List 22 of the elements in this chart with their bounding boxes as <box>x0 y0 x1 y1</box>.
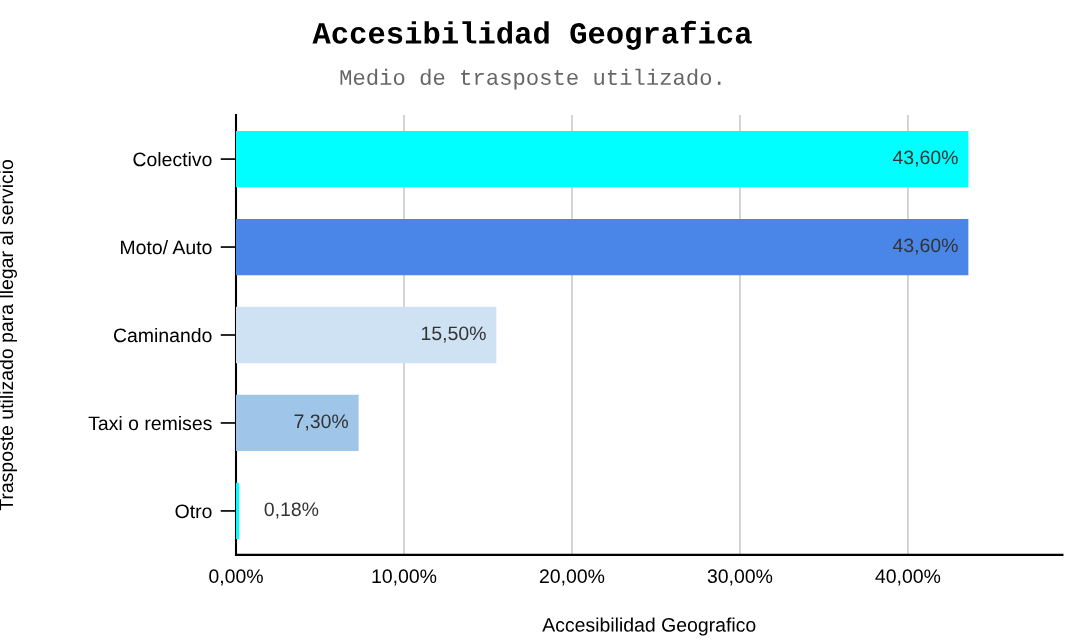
y-tick-label: Taxi o remises <box>88 415 212 431</box>
x-tick-label: 30,00% <box>707 569 773 586</box>
bar <box>236 218 969 276</box>
x-tick-label: 10,00% <box>372 569 437 586</box>
bar <box>236 130 969 188</box>
chart-subtitle: Medio de trasposte utilizado. <box>340 68 721 90</box>
y-tick-label: Otro <box>175 504 212 519</box>
chart-title: Accesibilidad Geografica <box>312 20 752 50</box>
data-label: 43,60% <box>892 238 958 255</box>
x-tick-label: 20,00% <box>539 569 605 586</box>
data-label: 0,18% <box>264 502 319 519</box>
y-tick-label: Moto/ Auto <box>121 240 212 255</box>
data-label: 43,60% <box>892 150 958 167</box>
y-tick-label: Colectivo <box>133 152 212 167</box>
data-label: 7,30% <box>294 414 349 431</box>
bar <box>236 394 359 452</box>
y-tick-label: Caminando <box>113 327 212 343</box>
x-tick-label: 40,00% <box>875 569 941 586</box>
x-tick-label: 0,00% <box>209 569 263 586</box>
bar <box>236 306 497 364</box>
x-axis-title: Accesibilidad Geografico <box>542 617 756 636</box>
data-label: 15,50% <box>421 326 486 343</box>
